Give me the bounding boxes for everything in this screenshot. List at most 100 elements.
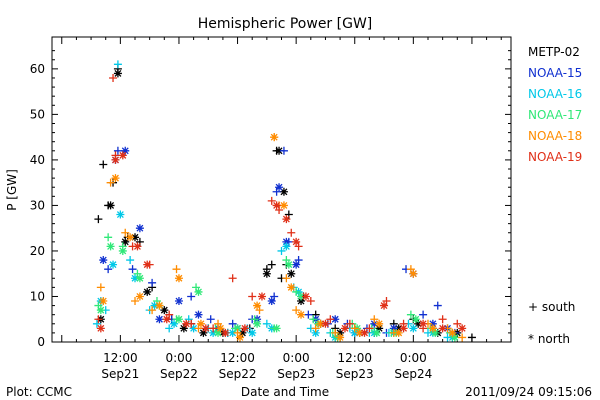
x-tick-date-label: Sep23: [336, 367, 374, 381]
south-point: [165, 324, 174, 333]
north-point: [272, 324, 281, 333]
north-point: [170, 319, 179, 328]
south-point: [248, 292, 257, 301]
north-point: [270, 133, 279, 142]
north-point: [279, 201, 288, 210]
north-point: [109, 260, 118, 269]
x-tick-date-label: Sep22: [219, 367, 257, 381]
south-point: [121, 228, 130, 237]
north-point: [121, 237, 130, 246]
north-point: [311, 328, 320, 337]
north-point: [428, 324, 437, 333]
south-point: [128, 265, 137, 274]
north-point: [214, 328, 223, 337]
north-point: [279, 187, 288, 196]
south-point: [94, 215, 103, 224]
north-point: [409, 324, 418, 333]
legend: METP-02 NOAA-15 NOAA-16 NOAA-17 NOAA-18 NOAA-…: [528, 45, 582, 164]
north-point: [331, 315, 340, 324]
north-point: [182, 319, 191, 328]
north-point: [282, 237, 291, 246]
legend-entry: NOAA-18: [528, 129, 582, 143]
x-tick-date-label: Sep24: [394, 367, 432, 381]
south-point: [187, 292, 196, 301]
north-point: [162, 315, 171, 324]
north-point: [431, 328, 440, 337]
north-point: [179, 324, 188, 333]
y-tick-label: 10: [30, 289, 45, 303]
north-point: [150, 301, 159, 310]
south-point: [309, 315, 318, 324]
north-point: [301, 292, 310, 301]
y-tick-label: 50: [30, 107, 45, 121]
north-point: [111, 155, 120, 164]
north-point: [394, 324, 403, 333]
south-point: [277, 246, 286, 255]
south-point: [350, 324, 359, 333]
north-point: [96, 324, 105, 333]
legend-north-marker: * north: [528, 332, 570, 346]
north-point: [240, 324, 249, 333]
north-point: [194, 287, 203, 296]
south-point: [326, 315, 335, 324]
north-point: [253, 319, 262, 328]
north-point: [233, 324, 242, 333]
north-point: [131, 233, 140, 242]
south-point: [345, 319, 354, 328]
south-point: [106, 178, 115, 187]
north-point: [143, 287, 152, 296]
south-point: [467, 333, 476, 342]
south-point: [228, 274, 237, 283]
north-point: [201, 324, 210, 333]
north-point: [174, 274, 183, 283]
north-point: [370, 319, 379, 328]
north-point: [111, 174, 120, 183]
north-point: [336, 333, 345, 342]
south-point: [109, 73, 118, 82]
y-tick-label: 30: [30, 198, 45, 212]
north-point: [340, 324, 349, 333]
x-tick-time-label: 0:00: [165, 351, 192, 365]
north-point: [399, 324, 408, 333]
north-point: [372, 328, 381, 337]
north-point: [160, 306, 169, 315]
north-point: [194, 310, 203, 319]
north-point: [282, 215, 291, 224]
north-point: [99, 297, 108, 306]
south-point: [365, 324, 374, 333]
south-point: [262, 319, 271, 328]
south-point: [279, 146, 288, 155]
south-point: [406, 310, 415, 319]
legend-entry: NOAA-17: [528, 108, 582, 122]
south-point: [92, 319, 101, 328]
series-metp-02: [94, 64, 476, 342]
south-point: [104, 233, 113, 242]
south-point: [148, 306, 157, 315]
north-point: [155, 301, 164, 310]
north-point: [106, 201, 115, 210]
north-point: [221, 328, 230, 337]
north-point: [238, 328, 247, 337]
y-tick-label: 0: [37, 335, 45, 349]
north-point: [450, 333, 459, 342]
south-point: [292, 287, 301, 296]
north-point: [196, 319, 205, 328]
north-point: [316, 319, 325, 328]
south-point: [433, 301, 442, 310]
north-point: [438, 324, 447, 333]
y-axis: 0 10 20 30 40 50 60: [30, 50, 511, 349]
south-point: [282, 274, 291, 283]
south-point: [209, 324, 218, 333]
south-point: [228, 319, 237, 328]
north-point: [126, 233, 135, 242]
south-point: [419, 310, 428, 319]
south-point: [267, 196, 276, 205]
south-point: [453, 319, 462, 328]
north-point: [428, 319, 437, 328]
plot-timestamp: 2011/09/24 09:15:06: [465, 385, 592, 399]
north-point: [409, 269, 418, 278]
north-point: [135, 292, 144, 301]
north-point: [292, 260, 301, 269]
north-point: [135, 274, 144, 283]
